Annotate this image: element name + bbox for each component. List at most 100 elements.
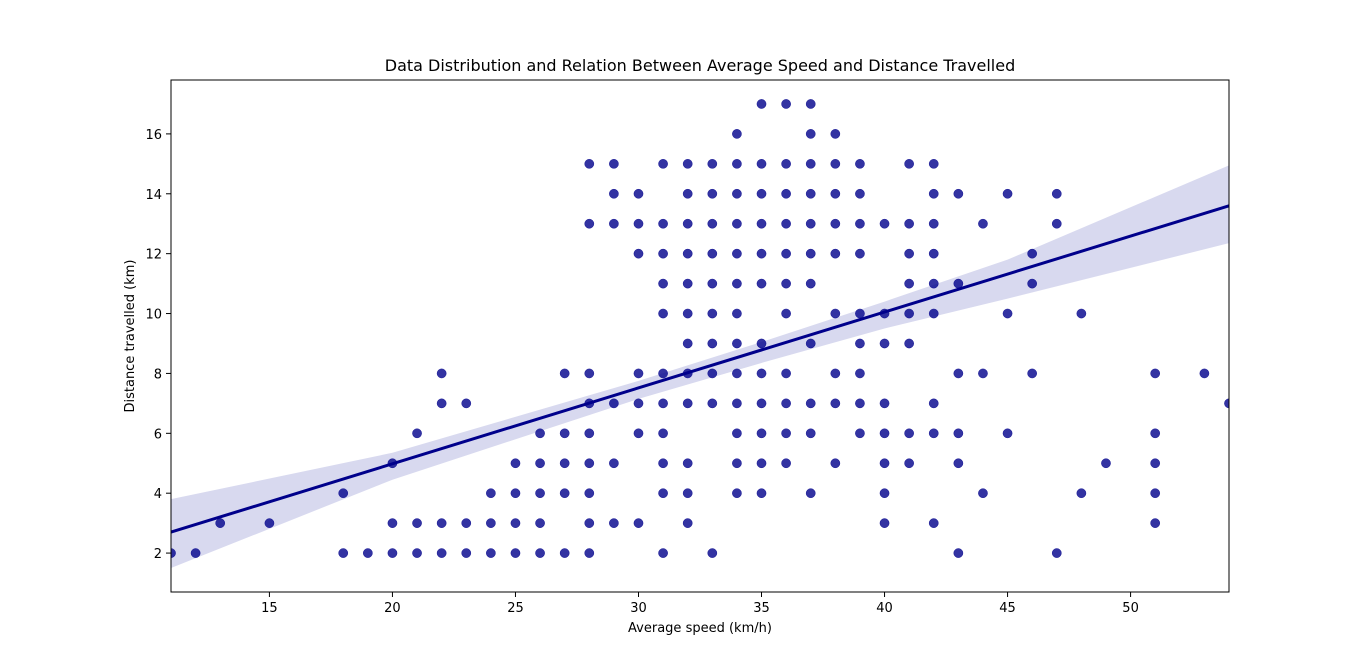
y-tick-label: 8 <box>154 367 162 382</box>
data-point <box>682 488 693 499</box>
regression-line-layer <box>171 204 1229 534</box>
data-point <box>855 248 865 259</box>
data-point <box>732 218 742 229</box>
data-point <box>461 398 472 409</box>
data-point <box>1051 188 1062 199</box>
data-point <box>928 188 939 199</box>
data-point <box>879 338 890 349</box>
data-point <box>953 458 964 469</box>
x-tick-label: 20 <box>384 601 401 616</box>
data-point <box>682 158 693 169</box>
data-point <box>879 458 890 469</box>
data-point <box>732 278 742 289</box>
data-point <box>879 488 890 499</box>
data-point <box>928 158 939 169</box>
data-point <box>928 428 939 439</box>
y-axis-ticks: 2 4 6 8 10 12 14 16 <box>145 128 171 562</box>
data-point <box>805 278 816 289</box>
data-point <box>756 158 767 169</box>
data-point <box>171 548 176 558</box>
data-point <box>805 338 816 349</box>
data-point <box>904 308 914 319</box>
data-point <box>781 278 791 289</box>
data-point <box>486 548 496 558</box>
data-point <box>584 548 595 558</box>
data-point <box>1002 428 1013 439</box>
data-point <box>904 428 914 439</box>
data-point <box>633 248 644 259</box>
data-point <box>781 368 791 379</box>
data-point <box>830 188 841 199</box>
data-point <box>658 458 668 469</box>
data-point <box>658 248 668 259</box>
data-point <box>559 548 570 558</box>
data-point <box>879 218 890 229</box>
x-axis-label: Average speed (km/h) <box>628 621 772 636</box>
data-point <box>633 188 644 199</box>
data-point <box>1150 428 1161 439</box>
data-point <box>707 398 718 409</box>
data-point <box>904 458 914 469</box>
data-point <box>1101 458 1111 469</box>
data-point <box>707 278 718 289</box>
data-point <box>338 488 349 499</box>
data-point <box>904 338 914 349</box>
data-point <box>633 428 644 439</box>
data-point <box>584 218 595 229</box>
data-point <box>855 308 865 319</box>
data-point <box>682 278 693 289</box>
data-point <box>928 308 939 319</box>
x-tick-label: 15 <box>261 601 278 616</box>
data-point <box>609 158 619 169</box>
x-tick-label: 50 <box>1122 601 1139 616</box>
data-point <box>1051 548 1062 558</box>
data-point <box>732 428 742 439</box>
data-point <box>682 518 693 528</box>
data-point <box>805 129 816 139</box>
data-point <box>928 248 939 259</box>
data-point <box>584 368 595 379</box>
x-tick-label: 30 <box>630 601 647 616</box>
data-point <box>510 518 521 528</box>
data-point <box>658 428 668 439</box>
data-point <box>510 488 521 499</box>
data-point <box>535 488 545 499</box>
chart-title: Data Distribution and Relation Between A… <box>385 56 1016 75</box>
data-point <box>855 338 865 349</box>
data-point <box>1051 218 1062 229</box>
data-point <box>756 278 767 289</box>
data-point <box>928 398 939 409</box>
data-point <box>1027 248 1038 259</box>
data-point <box>732 368 742 379</box>
data-point <box>633 218 644 229</box>
data-point <box>633 518 644 528</box>
data-point <box>953 368 964 379</box>
data-point <box>707 308 718 319</box>
data-point <box>781 218 791 229</box>
data-point <box>682 338 693 349</box>
data-point <box>830 398 841 409</box>
data-point <box>855 188 865 199</box>
data-point <box>830 129 841 139</box>
data-point <box>682 188 693 199</box>
data-point <box>732 188 742 199</box>
data-point <box>535 518 545 528</box>
data-point <box>436 368 447 379</box>
data-point <box>1002 308 1013 319</box>
data-point <box>1150 458 1161 469</box>
x-tick-label: 45 <box>999 601 1016 616</box>
y-tick-label: 2 <box>154 547 162 562</box>
data-point <box>781 188 791 199</box>
y-tick-label: 12 <box>145 248 162 263</box>
data-point <box>412 548 422 558</box>
data-point <box>805 248 816 259</box>
data-point <box>855 398 865 409</box>
data-point <box>707 548 718 558</box>
data-point <box>658 488 668 499</box>
data-point <box>978 488 988 499</box>
data-point <box>486 518 496 528</box>
data-point <box>1002 188 1013 199</box>
data-point <box>855 158 865 169</box>
data-point <box>584 518 595 528</box>
